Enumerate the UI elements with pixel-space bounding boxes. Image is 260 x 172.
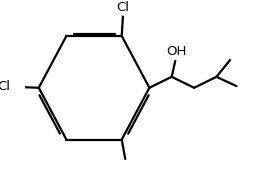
Text: Cl: Cl: [0, 80, 10, 93]
Text: OH: OH: [166, 45, 187, 58]
Text: Cl: Cl: [116, 1, 129, 14]
